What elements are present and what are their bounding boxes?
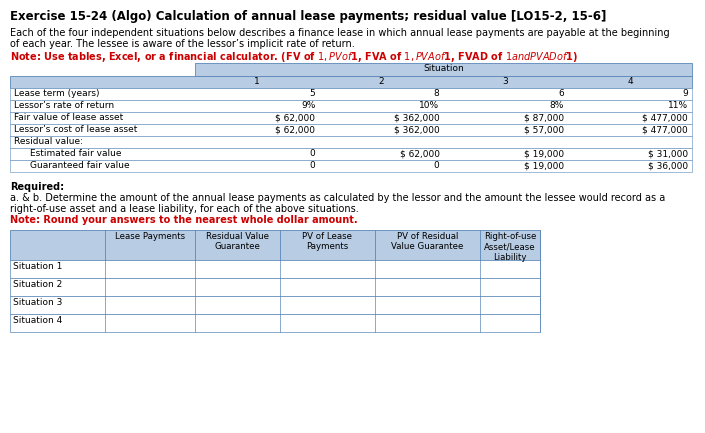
Text: 5: 5 (309, 90, 315, 98)
Text: $ 19,000: $ 19,000 (524, 162, 564, 171)
Text: $ 477,000: $ 477,000 (642, 113, 688, 123)
Bar (10, 160, 692, 172)
Text: $ 477,000: $ 477,000 (642, 126, 688, 135)
Text: Situation 2: Situation 2 (13, 280, 62, 289)
Bar (10, 100, 692, 112)
Text: $ 62,000: $ 62,000 (400, 149, 439, 158)
Text: right-of-use asset and a lease liability, for each of the above situations.: right-of-use asset and a lease liability… (10, 204, 359, 214)
Text: 11%: 11% (668, 101, 688, 110)
Text: Lease Payments: Lease Payments (115, 232, 185, 241)
Text: $ 87,000: $ 87,000 (524, 113, 564, 123)
Text: PV of Lease
Payments: PV of Lease Payments (302, 232, 352, 252)
Text: 2: 2 (379, 77, 384, 86)
Text: Lessor’s rate of return: Lessor’s rate of return (14, 101, 114, 110)
Text: $ 31,000: $ 31,000 (648, 149, 688, 158)
Text: Note: Round your answers to the nearest whole dollar amount.: Note: Round your answers to the nearest … (10, 215, 357, 225)
Text: 10%: 10% (419, 101, 439, 110)
Text: Estimated fair value: Estimated fair value (30, 149, 121, 158)
Bar (10, 112, 692, 124)
Text: 0: 0 (434, 162, 439, 171)
Text: Exercise 15-24 (Algo) Calculation of annual lease payments; residual value [LO15: Exercise 15-24 (Algo) Calculation of ann… (10, 10, 606, 23)
Bar (195, 63, 692, 76)
Text: Situation 3: Situation 3 (13, 298, 62, 307)
Text: 9%: 9% (301, 101, 315, 110)
Text: Residual value:: Residual value: (14, 138, 83, 146)
Text: Guaranteed fair value: Guaranteed fair value (30, 162, 130, 171)
Bar (10, 148, 692, 160)
Text: Lease term (years): Lease term (years) (14, 90, 99, 98)
Text: 1: 1 (255, 77, 260, 86)
Text: PV of Residual
Value Guarantee: PV of Residual Value Guarantee (391, 232, 464, 252)
Text: $ 62,000: $ 62,000 (275, 126, 315, 135)
Bar (10, 296, 540, 314)
Bar (10, 124, 692, 136)
Text: 0: 0 (309, 149, 315, 158)
Text: $ 57,000: $ 57,000 (524, 126, 564, 135)
Bar (10, 88, 692, 100)
Bar (10, 278, 540, 296)
Text: 9: 9 (682, 90, 688, 98)
Bar (10, 136, 692, 148)
Text: 0: 0 (309, 162, 315, 171)
Text: Each of the four independent situations below describes a finance lease in which: Each of the four independent situations … (10, 28, 670, 38)
Bar (10, 230, 540, 260)
Text: of each year. The lessee is aware of the lessor’s implicit rate of return.: of each year. The lessee is aware of the… (10, 39, 355, 49)
Text: Situation: Situation (423, 64, 464, 73)
Text: Right-of-use
Asset/Lease
Liability: Right-of-use Asset/Lease Liability (484, 232, 537, 262)
Text: $ 36,000: $ 36,000 (648, 162, 688, 171)
Text: Lessor’s cost of lease asset: Lessor’s cost of lease asset (14, 126, 137, 135)
Text: 6: 6 (558, 90, 564, 98)
Text: Fair value of lease asset: Fair value of lease asset (14, 113, 123, 123)
Text: 8%: 8% (549, 101, 564, 110)
Text: $ 362,000: $ 362,000 (394, 126, 439, 135)
Text: $ 19,000: $ 19,000 (524, 149, 564, 158)
Text: Residual Value
Guarantee: Residual Value Guarantee (206, 232, 269, 252)
Bar (10, 260, 540, 278)
Text: $ 362,000: $ 362,000 (394, 113, 439, 123)
Text: $ 62,000: $ 62,000 (275, 113, 315, 123)
Text: Required:: Required: (10, 182, 64, 192)
Text: Note: Use tables, Excel, or a financial calculator. (FV of $1, PV of $1, FVA of : Note: Use tables, Excel, or a financial … (10, 50, 578, 64)
Bar (10, 76, 692, 88)
Text: Situation 4: Situation 4 (13, 316, 62, 325)
Text: 3: 3 (503, 77, 508, 86)
Text: 4: 4 (627, 77, 632, 86)
Text: 8: 8 (434, 90, 439, 98)
Text: Situation 1: Situation 1 (13, 262, 62, 271)
Text: a. & b. Determine the amount of the annual lease payments as calculated by the l: a. & b. Determine the amount of the annu… (10, 193, 666, 203)
Bar (10, 314, 540, 332)
